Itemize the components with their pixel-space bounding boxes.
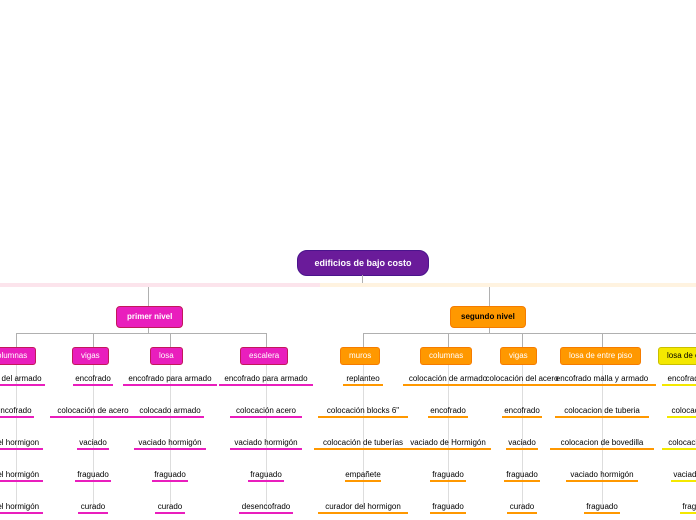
category-node-vigas2: vigas (500, 347, 537, 365)
leaf-node: encofrado (502, 406, 543, 417)
connector-v (448, 333, 449, 347)
leaf-node: colocacion de tuberia (555, 406, 650, 417)
leaf-node: colocacion de bovedilla (550, 438, 654, 449)
leaf-node: vaciado hom (671, 470, 696, 481)
connector-v (266, 333, 267, 347)
leaf-node: vaciado de Hormigón (405, 438, 491, 449)
leaf-node: encofrado para armado (219, 374, 314, 385)
leaf-node: vaciado hormigón (134, 438, 206, 449)
category-node-columnas1: olumnas (0, 347, 36, 365)
leaf-node: encofrado para armado (123, 374, 218, 385)
leaf-node: fraguado (584, 502, 620, 513)
leaf-node: replanteo (343, 374, 384, 385)
leaf-node: colocación de tuberías (314, 438, 413, 449)
category-node-losa1: losa (150, 347, 183, 365)
level-node-primer: primer nivel (116, 306, 183, 328)
leaf-node: colocación acero (230, 406, 302, 417)
connector-h (363, 333, 696, 334)
leaf-node: fraguado (430, 470, 466, 481)
connector-v (170, 333, 171, 347)
leaf-node: curado (155, 502, 185, 513)
leaf-node: fraguado (75, 470, 111, 481)
leaf-node: vaciado hormigón (230, 438, 302, 449)
level-node-segundo: segundo nivel (450, 306, 526, 328)
leaf-node: encofrado (73, 374, 114, 385)
leaf-node: curador del hormigon (318, 502, 408, 513)
leaf-node: empañete (345, 470, 381, 481)
leaf-node: fraguado (430, 502, 466, 513)
connector-h (16, 333, 266, 334)
branch-bg (0, 283, 349, 287)
leaf-node: colocado armado (136, 406, 204, 417)
leaf-node: del hormigón (0, 502, 43, 513)
connector-v (16, 333, 17, 347)
leaf-node: colocacion de b (662, 438, 696, 449)
category-node-losaen: losa de ent (658, 347, 696, 365)
leaf-node: ncofrado (0, 406, 34, 417)
leaf-node: del hormigón (0, 470, 43, 481)
category-node-columnas2: columnas (420, 347, 472, 365)
leaf-node: del hormigon (0, 438, 43, 449)
branch-bg (320, 283, 696, 287)
category-node-vigas1: vigas (72, 347, 109, 365)
leaf-node: ón del armado (0, 374, 45, 385)
leaf-node: fraguado (248, 470, 284, 481)
leaf-node: fraguad (680, 502, 696, 513)
root-node: edificios de bajo costo (297, 250, 429, 276)
leaf-node: encofrado (428, 406, 469, 417)
category-node-muros2: muros (340, 347, 380, 365)
leaf-node: curado (507, 502, 537, 513)
leaf-node: desencofrado (239, 502, 293, 513)
leaf-node: curado (78, 502, 108, 513)
connector-v (522, 333, 523, 347)
category-node-escalera1: escalera (240, 347, 288, 365)
leaf-node: colocacion de (667, 406, 696, 417)
connector-v (363, 333, 364, 347)
leaf-node: fraguado (152, 470, 188, 481)
category-node-losaep: losa de entre piso (560, 347, 641, 365)
connector-v (602, 333, 603, 347)
leaf-node: fraguado (504, 470, 540, 481)
connector (362, 275, 363, 283)
leaf-node: vaciado hormigón (566, 470, 638, 481)
leaf-node: encofrado malla (662, 374, 696, 385)
leaf-node: vaciado (506, 438, 538, 449)
leaf-node: vaciado (77, 438, 109, 449)
leaf-node: colocación de acero (50, 406, 136, 417)
connector-v (93, 333, 94, 347)
leaf-node: colocación blocks 6" (318, 406, 408, 417)
leaf-node: encofrado malla y armado (548, 374, 656, 385)
